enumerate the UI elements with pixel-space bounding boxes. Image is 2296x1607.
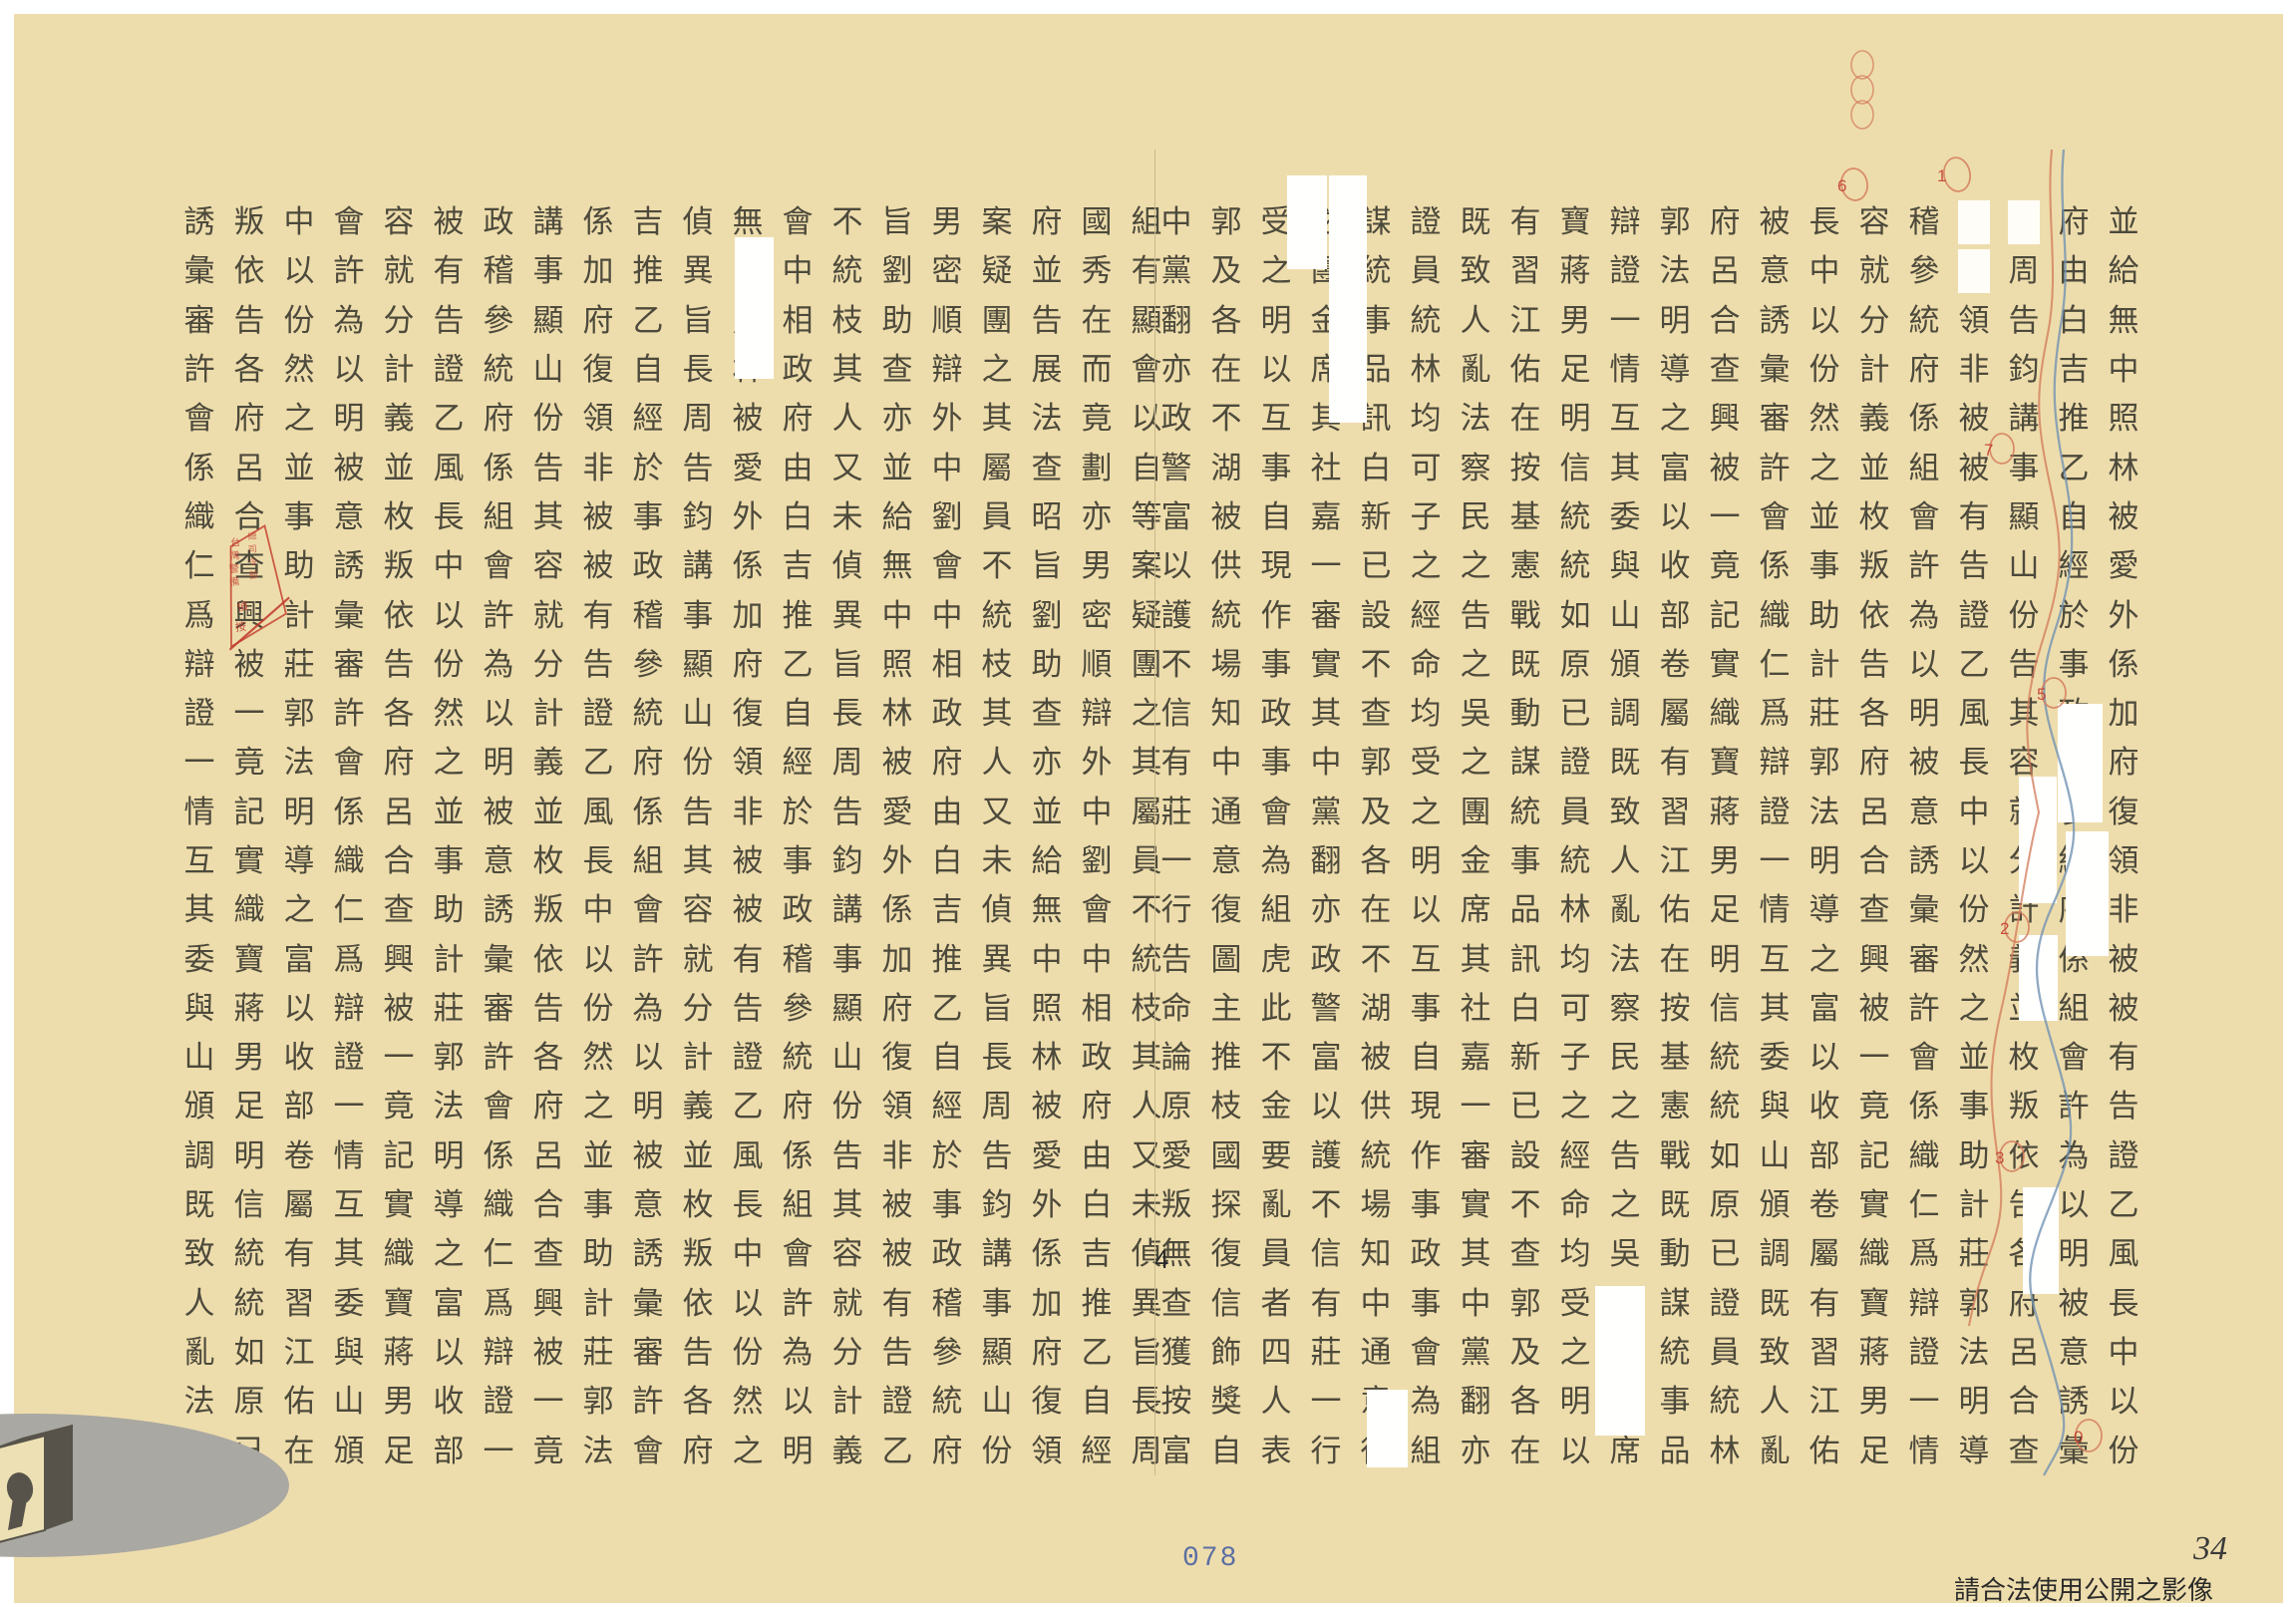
svg-text:偵: 偵 bbox=[236, 599, 248, 614]
svg-text:2: 2 bbox=[2000, 919, 2009, 938]
svg-text:6: 6 bbox=[1837, 176, 1846, 195]
svg-text:警: 警 bbox=[228, 561, 239, 575]
svg-text:台: 台 bbox=[229, 535, 240, 549]
svg-text:7: 7 bbox=[1984, 441, 1993, 460]
svg-text:1: 1 bbox=[1937, 166, 1946, 185]
svg-text:總: 總 bbox=[247, 529, 257, 541]
svg-text:按: 按 bbox=[234, 619, 246, 634]
svg-text:部: 部 bbox=[248, 568, 258, 580]
svg-text:灣: 灣 bbox=[229, 549, 240, 562]
svg-text:0: 0 bbox=[2074, 1428, 2083, 1446]
svg-text:5: 5 bbox=[2037, 685, 2046, 704]
svg-text:3: 3 bbox=[1995, 1148, 2004, 1167]
svg-text:備: 備 bbox=[229, 574, 240, 588]
svg-text:令: 令 bbox=[248, 555, 258, 567]
svg-text:司: 司 bbox=[247, 543, 257, 554]
